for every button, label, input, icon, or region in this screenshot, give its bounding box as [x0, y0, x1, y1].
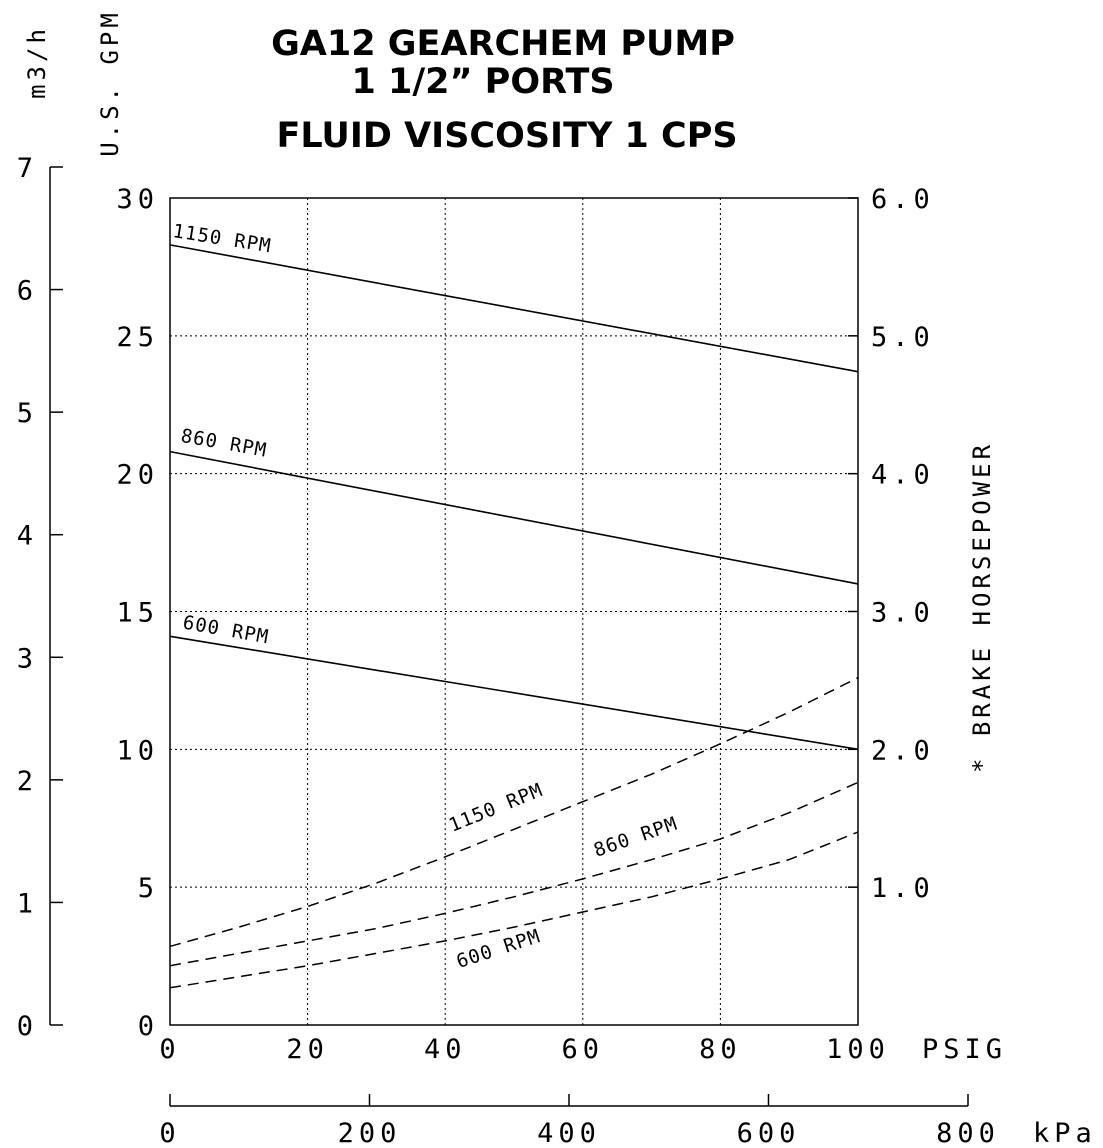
x-tick-label: 20: [286, 1034, 329, 1065]
kpa-tick-label: 0: [159, 1118, 180, 1148]
chart-title-line-3: FLUID VISCOSITY 1 CPS: [276, 116, 737, 156]
gpm-axis-label: U.S. GPM: [96, 9, 124, 157]
series: [169, 244, 859, 989]
kpa-tick-label: 400: [537, 1118, 601, 1148]
kpa-tick-label: 200: [338, 1118, 402, 1148]
bhp-tick-label: 6.0: [871, 184, 935, 215]
bhp-line: [169, 781, 859, 967]
psig-unit-label: PSIG: [922, 1034, 1007, 1065]
m3h-tick-label: 1: [17, 888, 38, 919]
bhp-tick-label: 2.0: [871, 735, 935, 766]
m3h-tick-label: 3: [17, 643, 38, 674]
gpm-tick-label: 20: [116, 460, 159, 491]
kpa-tick-label: 800: [936, 1118, 1000, 1148]
m3h-tick-label: 2: [17, 766, 38, 797]
kpa-unit-label: kPa: [1033, 1118, 1097, 1148]
gpm-tick-label: 10: [116, 735, 159, 766]
x-tick-label: 0: [159, 1034, 180, 1065]
gpm-tick-label: 0: [138, 1011, 159, 1042]
bhp-tick-label: 4.0: [871, 460, 935, 491]
gpm-tick-label: 5: [138, 873, 159, 904]
x-tick-label: 80: [699, 1034, 742, 1065]
m3h-tick-label: 5: [17, 398, 38, 429]
x-tick-label: 60: [562, 1034, 605, 1065]
m3h-axis-label: m3/h: [23, 25, 51, 99]
flow-line: [169, 635, 859, 751]
bhp-line: [169, 831, 859, 989]
axes: [49, 166, 969, 1107]
flow-line: [169, 450, 859, 585]
x-tick-label: 40: [424, 1034, 467, 1065]
gpm-tick-label: 15: [116, 598, 159, 629]
bhp-line: [169, 676, 859, 948]
chart-title-line-2: 1 1/2” PORTS: [351, 62, 614, 102]
m3h-tick-label: 6: [17, 276, 38, 307]
gpm-tick-label: 25: [116, 322, 159, 353]
bhp-tick-label: 1.0: [871, 873, 935, 904]
m3h-tick-label: 4: [17, 521, 38, 552]
bhp-axis-label: * BRAKE HORSEPOWER: [968, 441, 996, 773]
m3h-tick-label: 0: [17, 1011, 38, 1042]
x-tick-label: 100: [826, 1034, 890, 1065]
tick-labels: 0 20 40 60 80 1000510152025301.02.03.04.05.06…: [17, 153, 1000, 1148]
m3h-tick-label: 7: [17, 153, 38, 184]
gpm-tick-label: 30: [116, 184, 159, 215]
bhp-tick-label: 5.0: [871, 322, 935, 353]
kpa-tick-label: 600: [737, 1118, 801, 1148]
bhp-tick-label: 3.0: [871, 598, 935, 629]
chart-title-line-1: GA12 GEARCHEM PUMP: [271, 24, 735, 64]
flow-line: [169, 244, 859, 373]
